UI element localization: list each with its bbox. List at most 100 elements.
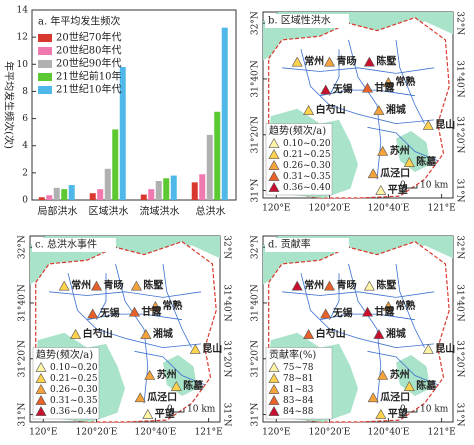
bar <box>155 181 162 200</box>
legend-marker <box>268 148 280 159</box>
scale-label: 10 km <box>420 181 449 191</box>
legend-label: 0.10~0.20 <box>283 139 331 149</box>
legend-label: 75~78 <box>283 363 314 373</box>
station-label: 常熟 <box>395 75 415 88</box>
station-marker <box>361 82 374 93</box>
lat-label: 31°40′N <box>18 284 28 321</box>
y-tick-label: 0 <box>22 196 28 206</box>
bar <box>38 197 45 200</box>
station-marker <box>70 328 82 339</box>
station-marker <box>58 280 70 291</box>
legend-box <box>265 347 333 420</box>
legend-title: 趋势(频次/a) <box>36 348 93 361</box>
y-tick-label: 4 <box>22 141 28 151</box>
station-marker <box>422 119 434 130</box>
bar <box>214 111 221 200</box>
legend-marker <box>35 383 47 394</box>
station-marker <box>363 280 375 291</box>
legend-marker <box>268 383 280 394</box>
lat-label: 31°20′N <box>455 116 465 153</box>
lon-label: 120°20′E <box>76 428 118 438</box>
legend-label: 83~84 <box>283 396 314 406</box>
station-label: 瓜泾口 <box>380 390 410 403</box>
y-tick-label: 10 <box>17 60 29 70</box>
y-tick-label: 6 <box>22 114 28 124</box>
station-label: 甘露 <box>142 305 163 318</box>
station-marker <box>367 392 379 403</box>
bar <box>112 129 119 200</box>
bar <box>68 185 75 200</box>
station-label: 青旸 <box>337 279 357 292</box>
legend-label: 0.26~0.30 <box>50 385 98 395</box>
bar <box>97 189 104 200</box>
bar <box>61 189 68 200</box>
lon-label: 121°E <box>427 204 455 214</box>
station-marker <box>130 280 142 291</box>
map-title: c. 总洪水事件 <box>35 238 97 251</box>
station-marker <box>128 306 141 317</box>
legend-label: 81~83 <box>283 385 314 395</box>
legend-label: 0.10~0.20 <box>50 363 98 373</box>
station-label: 常熟 <box>162 299 182 312</box>
legend-marker <box>35 361 47 372</box>
station-marker <box>377 369 389 380</box>
station-label: 白芍山 <box>316 327 346 340</box>
lon-label: 120°40′E <box>135 428 177 438</box>
station-label: 青旸 <box>337 55 357 68</box>
y-tick-label: 12 <box>17 33 28 43</box>
station-label: 甘露 <box>375 81 396 94</box>
bar <box>140 194 147 200</box>
station-marker <box>375 408 387 419</box>
lat-label: 31°20′N <box>18 340 28 377</box>
legend-label: 20世纪70年代 <box>56 31 121 44</box>
station-marker <box>373 328 385 339</box>
legend-label: 21世纪10年代 <box>56 83 121 96</box>
station-label: 甘露 <box>375 305 396 318</box>
lat-label: 31°40′N <box>251 60 261 97</box>
station-marker <box>291 56 303 67</box>
lon-label: 120°40′E <box>368 428 410 438</box>
station-marker <box>291 280 303 291</box>
lat-label: 31°20′N <box>455 340 465 377</box>
station-marker <box>323 56 336 67</box>
legend-marker <box>268 394 280 405</box>
lat-label: 32°N <box>251 235 261 259</box>
station-label: 瓜泾口 <box>380 166 410 179</box>
river-line <box>134 350 205 386</box>
station-label: 白芍山 <box>83 327 113 340</box>
station-marker <box>422 343 434 354</box>
river-line <box>300 273 435 349</box>
station-marker <box>303 104 315 115</box>
y-tick-label: 14 <box>17 6 29 16</box>
station-marker <box>170 381 182 391</box>
x-tick-label: 区域洪水 <box>89 205 129 218</box>
river-line <box>367 350 438 386</box>
lat-label: 31°N <box>18 403 28 427</box>
legend-label: 0.26~0.30 <box>283 161 331 171</box>
legend-marker <box>268 137 280 148</box>
lat-label: 32°N <box>455 235 465 259</box>
station-marker <box>403 157 415 167</box>
map-title: d. 贡献率 <box>268 238 311 251</box>
legend-marker <box>268 159 280 170</box>
station-marker <box>144 369 156 380</box>
station-label: 无锡 <box>332 307 353 320</box>
lat-label: 32°N <box>251 11 261 35</box>
bar <box>104 168 111 200</box>
y-tick-label: 8 <box>22 87 28 97</box>
legend-marker <box>268 372 280 383</box>
legend-marker <box>268 170 280 181</box>
station-marker <box>373 104 385 115</box>
x-tick-label: 局部洪水 <box>38 205 78 218</box>
x-tick-label: 总洪水 <box>196 205 226 218</box>
river-line <box>319 313 416 321</box>
lat-label: 31°40′N <box>251 284 261 321</box>
station-label: 昆山 <box>435 342 455 355</box>
river-line <box>395 263 425 348</box>
legend-label: 78~81 <box>283 374 313 384</box>
scale-label: 0 <box>167 405 173 415</box>
station-marker <box>189 343 201 354</box>
